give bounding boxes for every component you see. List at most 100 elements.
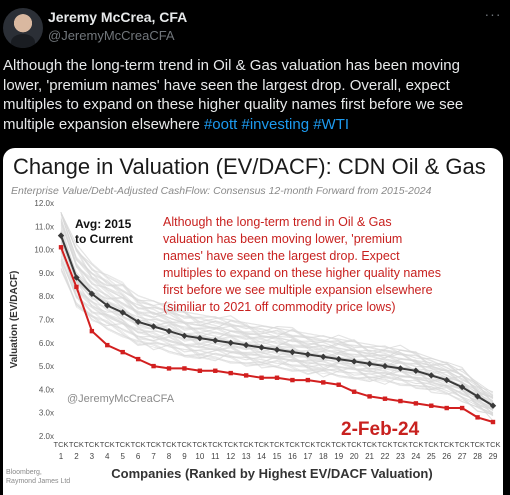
x-tick-label: 17 (303, 452, 312, 461)
series-current-point (105, 342, 110, 348)
x-tick-label: 26 (442, 452, 451, 461)
x-tick-prefix: TCK (84, 440, 99, 449)
series-current-point (58, 245, 64, 250)
chart-commentary-line: (similiar to 2021 off commodity price lo… (163, 300, 395, 314)
x-tick-prefix: TCK (208, 440, 223, 449)
history-line (60, 212, 494, 398)
series-avg-point (88, 290, 96, 298)
series-avg-point (428, 372, 435, 379)
author-handle[interactable]: @JeremyMcCreaCFA (48, 28, 175, 43)
x-tick-prefix: TCK (316, 440, 331, 449)
y-axis-label: Valuation (EV/DACF) (9, 271, 20, 369)
tweet-text: Although the long-term trend in Oil & Ga… (3, 56, 503, 134)
x-tick-prefix: TCK (115, 440, 130, 449)
current-date-label: 2-Feb-24 (341, 419, 420, 440)
history-line (60, 222, 494, 399)
x-tick-prefix: TCK (362, 440, 377, 449)
history-line (60, 212, 494, 404)
x-tick-label: 12 (226, 452, 235, 461)
history-line (60, 212, 494, 396)
series-current-point (444, 405, 449, 411)
tweet-header: Jeremy McCrea, CFA @JeremyMcCreaCFA ··· (0, 0, 510, 50)
x-tick-label: 2 (74, 452, 79, 461)
x-axis-label: Companies (Ranked by Highest EV/DACF Val… (111, 466, 432, 481)
x-tick-label: 7 (151, 452, 156, 461)
x-tick-prefix: TCK (378, 440, 393, 449)
x-tick-prefix: TCK (455, 440, 470, 449)
x-tick-prefix: TCK (408, 440, 423, 449)
series-avg-point (181, 332, 188, 340)
x-tick-prefix: TCK (223, 440, 238, 449)
x-tick-prefix: TCK (331, 440, 346, 449)
hashtag-oott[interactable]: #oott (203, 115, 238, 133)
more-options-icon[interactable]: ··· (484, 6, 502, 22)
y-tick-label: 4.0x (39, 385, 54, 394)
history-line (60, 237, 494, 416)
x-tick-label: 14 (257, 452, 266, 461)
y-tick-label: 9.0x (39, 269, 54, 278)
history-line (60, 212, 494, 394)
x-tick-label: 25 (427, 452, 436, 461)
series-current-point (475, 415, 480, 420)
series-current-point (213, 368, 218, 373)
series-avg-point (57, 232, 65, 239)
history-line (60, 214, 494, 397)
series-current-point (290, 377, 295, 383)
tweet-media-chart[interactable]: Change in Valuation (EV/DACF): CDN Oil &… (3, 148, 503, 495)
history-line (60, 270, 494, 414)
x-tick-label: 8 (167, 452, 172, 461)
x-tick-label: 20 (350, 452, 359, 461)
series-current-point (74, 284, 79, 290)
series-current-point (89, 328, 95, 334)
avg-label-line1: Avg: 2015 (75, 217, 132, 231)
series-current-point (135, 356, 141, 362)
x-tick-prefix: TCK (162, 440, 177, 449)
hashtag-wti[interactable]: #WTI (313, 115, 350, 133)
series-current-point (182, 366, 187, 371)
avatar[interactable] (3, 8, 43, 48)
x-tick-label: 1 (59, 452, 64, 461)
history-line (60, 256, 494, 422)
x-tick-label: 18 (319, 452, 328, 461)
series-current-point (228, 370, 233, 376)
series-avg-point (474, 393, 481, 400)
series-current-point (429, 403, 434, 408)
series-current-point (305, 377, 311, 383)
chart-plot: 2.0x 3.0x 4.0x 5.0x 6.0x 7.0x 8.0x 9.0x 10.0x 11.… (9, 199, 501, 481)
series-avg-point (412, 367, 420, 374)
x-tick-prefix: TCK (54, 440, 69, 449)
x-tick-label: 11 (211, 452, 220, 461)
x-tick-prefix: TCK (347, 440, 362, 449)
series-current-point (274, 375, 280, 380)
y-tick-label: 12.0x (34, 199, 54, 208)
series-current-point (166, 366, 172, 371)
history-line (60, 223, 494, 402)
y-tick-label: 11.0x (35, 222, 54, 231)
series-avg-point (227, 339, 234, 346)
series-current-point (259, 375, 264, 380)
series-avg-point (397, 365, 404, 372)
x-tick-label: 10 (195, 452, 204, 461)
hashtag-investing[interactable]: #investing (241, 115, 310, 133)
x-tick-label: 3 (90, 452, 95, 461)
y-tick-label: 3.0x (39, 409, 54, 418)
x-tick-prefix: TCK (486, 440, 501, 449)
chart-commentary-line: Although the long-term trend in Oil & Ga… (163, 215, 392, 229)
x-tick-prefix: TCK (69, 440, 84, 449)
history-line (60, 222, 494, 402)
chart-commentary-line: names' have seen the largest drop. Expec… (163, 249, 400, 263)
series-current-point (336, 382, 341, 387)
series-current-point (243, 373, 249, 378)
series-avg-point (134, 318, 142, 326)
y-tick-label: 2.0x (39, 432, 54, 441)
x-tick-prefix: TCK (254, 440, 269, 449)
series-avg-point (165, 327, 173, 335)
history-line (60, 252, 494, 412)
x-tick-label: 13 (242, 452, 251, 461)
series-current-point (490, 419, 496, 425)
author-name[interactable]: Jeremy McCrea, CFA (48, 9, 188, 25)
x-tick-label: 23 (396, 452, 405, 461)
x-tick-prefix: TCK (177, 440, 192, 449)
series-avg-point (366, 360, 373, 367)
chart-commentary-line: multiples to expand on these higher qual… (163, 266, 441, 280)
